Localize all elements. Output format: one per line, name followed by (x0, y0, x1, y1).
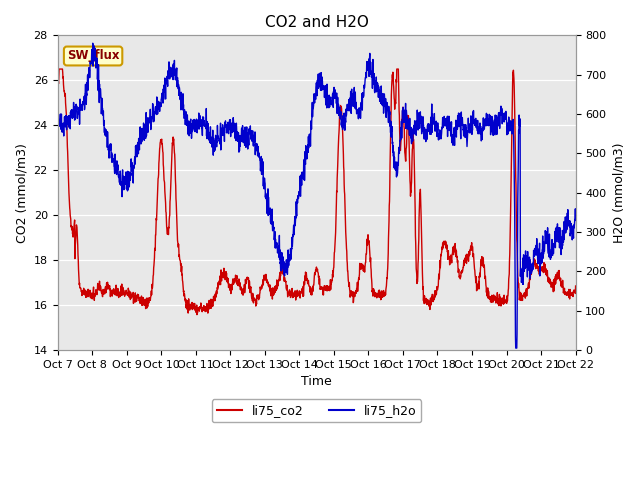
X-axis label: Time: Time (301, 375, 332, 388)
Y-axis label: H2O (mmol/m3): H2O (mmol/m3) (612, 143, 625, 243)
Legend: li75_co2, li75_h2o: li75_co2, li75_h2o (212, 399, 421, 422)
Title: CO2 and H2O: CO2 and H2O (264, 15, 369, 30)
Y-axis label: CO2 (mmol/m3): CO2 (mmol/m3) (15, 143, 28, 242)
Text: SW_flux: SW_flux (67, 49, 119, 62)
